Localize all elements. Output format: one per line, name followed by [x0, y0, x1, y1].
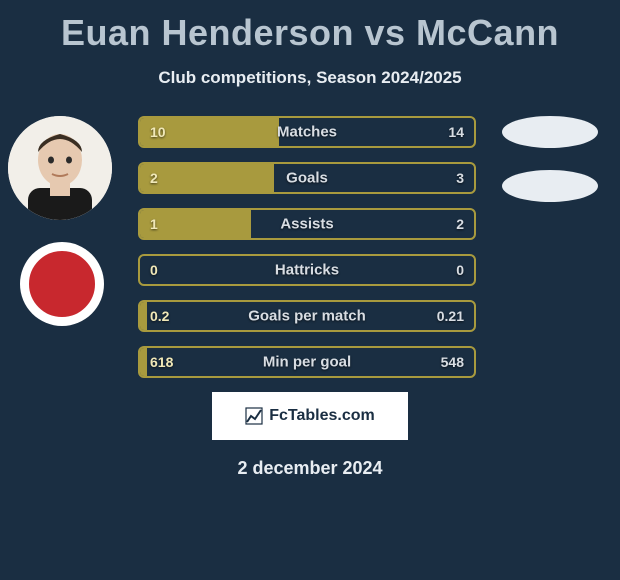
source-badge: FcTables.com: [212, 392, 408, 440]
bar-fill-left: [140, 302, 147, 330]
stat-value-left: 1: [150, 216, 158, 232]
player-oval-placeholder: [502, 116, 598, 148]
page-title: Euan Henderson vs McCann: [0, 0, 620, 54]
right-player-column: [502, 116, 602, 224]
stat-value-left: 10: [150, 124, 166, 140]
subtitle: Club competitions, Season 2024/2025: [0, 68, 620, 88]
stat-label: Goals per match: [248, 308, 366, 325]
club-oval-placeholder: [502, 170, 598, 202]
stat-value-right: 3: [456, 170, 464, 186]
source-label: FcTables.com: [269, 407, 375, 425]
stat-value-right: 0.21: [437, 308, 464, 324]
stat-row: 618 Min per goal 548: [138, 346, 476, 378]
stat-label: Goals: [286, 170, 328, 187]
player-avatar: [8, 116, 112, 220]
stat-value-right: 2: [456, 216, 464, 232]
left-player-column: [8, 116, 116, 326]
club-badge: [20, 242, 104, 326]
stat-value-left: 0.2: [150, 308, 169, 324]
stat-label: Assists: [280, 216, 333, 233]
bar-fill-left: [140, 164, 274, 192]
stat-row: 1 Assists 2: [138, 208, 476, 240]
bar-fill-left: [140, 348, 147, 376]
stat-label: Hattricks: [275, 262, 339, 279]
stat-row: 0 Hattricks 0: [138, 254, 476, 286]
stat-row: 10 Matches 14: [138, 116, 476, 148]
stat-value-right: 14: [448, 124, 464, 140]
stat-label: Min per goal: [263, 354, 351, 371]
stat-value-right: 0: [456, 262, 464, 278]
stat-label: Matches: [277, 124, 337, 141]
stat-value-left: 618: [150, 354, 173, 370]
stat-value-right: 548: [441, 354, 464, 370]
comparison-content: 10 Matches 14 2 Goals 3 1 Assists 2 0 Hattricks 0 0.…: [0, 116, 620, 378]
stat-bars: 10 Matches 14 2 Goals 3 1 Assists 2 0 Hattricks 0 0.…: [138, 116, 476, 378]
date-label: 2 december 2024: [0, 458, 620, 479]
stat-value-left: 2: [150, 170, 158, 186]
stat-row: 2 Goals 3: [138, 162, 476, 194]
stat-row: 0.2 Goals per match 0.21: [138, 300, 476, 332]
chart-icon: [245, 407, 263, 425]
stat-value-left: 0: [150, 262, 158, 278]
